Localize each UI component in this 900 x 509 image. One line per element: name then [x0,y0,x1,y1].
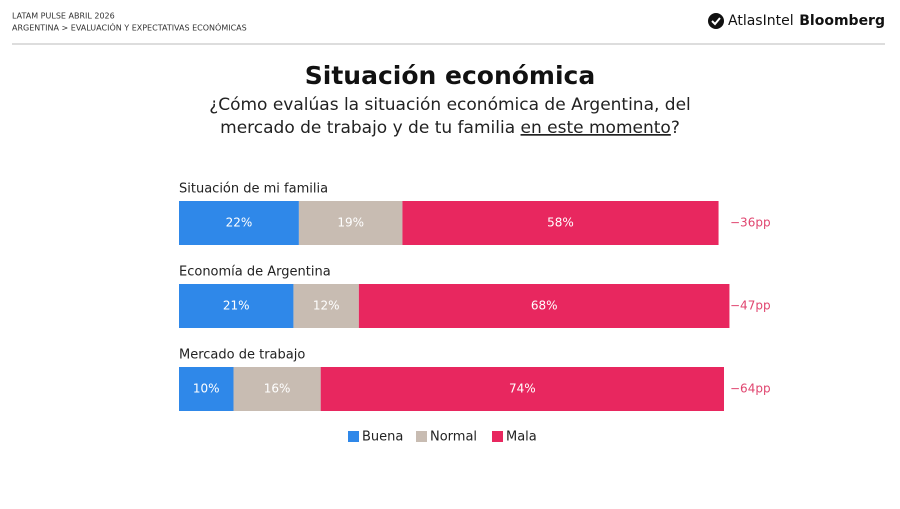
value-label: 68% [531,299,558,313]
bar-segment [358,284,730,328]
value-label: 22% [226,216,253,230]
header-line1: LATAM PULSE ABRIL 2026 [12,12,115,21]
legend-swatch [416,431,427,442]
category-label: Situación de mi familia [179,182,328,197]
subtitle-part: mercado de trabajo y de tu familia [220,118,520,138]
atlas-logo: AtlasIntel [708,13,794,29]
legend-swatch [348,431,359,442]
category-label: Mercado de trabajo [179,348,305,363]
legend-label: Mala [506,430,537,445]
bar-segment [298,201,403,245]
subtitle-line1: ¿Cómo evalúas la situación económica de … [209,95,691,115]
bar-segment [320,367,724,411]
bar-segment [179,284,294,328]
subtitle-line2: mercado de trabajo y de tu familia en es… [220,118,680,138]
net-annotation: −64pp [730,382,771,396]
logo-atlas: AtlasIntel [728,13,794,29]
bar-segment [293,284,359,328]
chart: Situación de mi familia 22% 19% 58% −36pp Eco… [179,182,771,445]
value-label: 10% [193,382,220,396]
value-label: 74% [509,382,536,396]
net-annotation: −47pp [730,299,771,313]
bar-segment [402,201,719,245]
net-annotation: −36pp [730,216,771,230]
subtitle-underlined: en este momento [521,118,671,138]
logo-bloomberg: Bloomberg [799,13,885,29]
bar-segment [233,367,321,411]
value-label: 58% [547,216,574,230]
legend-swatch [492,431,503,442]
header-line2: ARGENTINA > EVALUACIÓN Y EXPECTATIVAS EC… [12,22,247,33]
subtitle-end: ? [671,118,680,138]
legend-label: Normal [430,430,477,445]
bar-segment [179,201,299,245]
bar-segment [179,367,234,411]
value-label: 21% [223,299,250,313]
value-label: 19% [337,216,364,230]
category-label: Economía de Argentina [179,265,331,280]
chart-title: Situación económica [305,61,596,90]
value-label: 16% [264,382,291,396]
value-label: 12% [313,299,340,313]
legend-label: Buena [362,430,403,445]
